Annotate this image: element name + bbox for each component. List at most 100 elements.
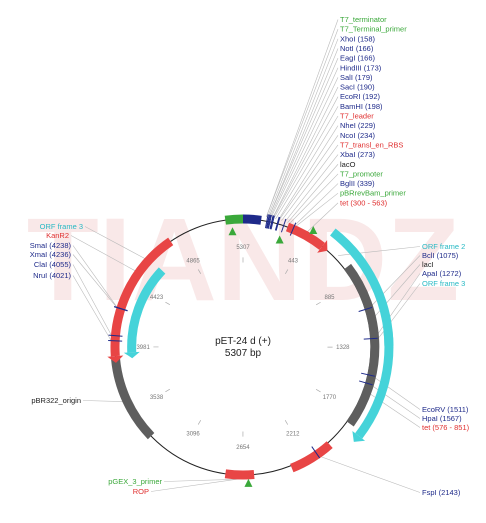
site-mark — [267, 214, 272, 229]
leader-line — [273, 106, 339, 219]
bp-ticks: 5307 443 885 1328 1770 2212 2654 3096 3538 3981 44… — [136, 245, 350, 451]
leader-line — [266, 19, 339, 218]
leader-line — [269, 67, 339, 218]
tick-label: 2654 — [236, 445, 250, 451]
site-mark — [358, 306, 373, 312]
map-label: lacO — [340, 160, 356, 169]
map-label: BclI (1075) — [422, 251, 459, 260]
map-label: NcoI (234) — [340, 131, 376, 140]
feature-arc-tet-lower — [290, 441, 333, 473]
tick-label: 2212 — [286, 432, 300, 438]
leader-line — [268, 48, 339, 218]
site-mark — [269, 215, 274, 230]
site-mark — [266, 214, 270, 229]
leader-line — [295, 192, 339, 227]
tick-label: 4865 — [186, 259, 200, 265]
tick-label: 5307 — [236, 245, 250, 251]
feature-arc-t7-cluster — [224, 214, 244, 225]
map-label: ROP — [133, 487, 149, 496]
map-label: NotI (166) — [340, 44, 374, 53]
site-mark — [280, 218, 287, 233]
map-label: FspI (2143) — [422, 488, 461, 497]
map-label: SmaI (4238) — [30, 241, 72, 250]
site-mark — [108, 334, 123, 337]
primer-marker — [275, 235, 284, 244]
tick-label: 3538 — [150, 395, 164, 401]
tick-mark — [285, 269, 289, 275]
tick-mark — [165, 388, 171, 393]
map-label: pBR322_origin — [31, 396, 81, 405]
feature-arc-tet-top — [285, 222, 325, 250]
tick-mark — [197, 269, 202, 275]
tick-mark — [315, 389, 321, 393]
primer-marker — [309, 225, 318, 234]
map-label: T7_transl_en_RBS — [340, 140, 403, 149]
feature-arc-pbr322-origin — [111, 358, 155, 440]
leader-line — [374, 283, 421, 344]
leader-line — [272, 96, 339, 219]
map-label: ORF frame 3 — [40, 222, 83, 231]
map-label: HpaI (1567) — [422, 414, 462, 423]
feature-arrowhead-orf-frame-3-left — [123, 351, 140, 359]
tick-label: 3096 — [186, 431, 200, 437]
map-label: tet (576 - 851) — [422, 423, 470, 432]
primer-marker — [244, 478, 253, 487]
leader-line — [84, 226, 146, 259]
map-label: T7_terminator — [340, 15, 387, 24]
tick-label: 1770 — [323, 395, 337, 401]
site-mark — [361, 372, 375, 377]
map-label: tet (300 - 563) — [340, 198, 388, 207]
site-mark — [265, 214, 269, 229]
map-label: XhoI (158) — [340, 34, 376, 43]
map-label: ClaI (4055) — [34, 260, 72, 269]
leader-line — [275, 115, 339, 220]
leader-line — [268, 57, 339, 218]
tick-mark — [197, 419, 202, 425]
leader-line — [278, 135, 339, 221]
leader-line — [289, 173, 339, 224]
map-label: HindIII (173) — [340, 63, 382, 72]
leader-line — [294, 183, 339, 226]
leader-line — [281, 144, 339, 221]
plasmid-name: pET-24 d (+) — [215, 336, 271, 347]
leader-line — [287, 164, 339, 223]
map-label: NruI (4021) — [33, 271, 71, 280]
site-mark — [275, 217, 281, 231]
map-label: ORF frame 3 — [422, 279, 465, 288]
tick-mark — [316, 301, 321, 306]
map-label: pBRrevBam_primer — [340, 189, 406, 198]
feature-arcs — [107, 214, 394, 480]
leader-line — [72, 245, 118, 308]
leader-line — [272, 86, 339, 219]
leader-line — [374, 273, 421, 339]
map-label: BglII (339) — [340, 179, 375, 188]
leader-line — [266, 29, 339, 218]
site-mark — [113, 306, 128, 312]
feature-arc-laci — [343, 263, 380, 427]
map-label: ORF frame 2 — [422, 242, 465, 251]
primer-marker — [228, 227, 237, 236]
tick-label: 3981 — [136, 345, 150, 351]
leader-line — [284, 154, 339, 223]
tick-label: 4423 — [150, 295, 164, 301]
map-label: lacI — [422, 260, 434, 269]
map-label: XmaI (4236) — [30, 250, 72, 259]
map-label: T7_leader — [340, 112, 374, 121]
leader-line — [278, 125, 339, 220]
tick-mark — [284, 420, 289, 425]
map-label: T7_promoter — [340, 169, 383, 178]
map-label: EagI (166) — [340, 54, 376, 63]
map-label: EcoRI (192) — [340, 92, 381, 101]
feature-arrowhead-tet-top — [317, 240, 328, 253]
map-label: pGEX_3_primer — [108, 477, 162, 486]
site-mark — [274, 216, 280, 231]
tick-label: 885 — [324, 295, 335, 301]
leader-line — [72, 264, 112, 336]
tick-label: 443 — [288, 259, 299, 265]
label-leader-lines — [70, 19, 421, 493]
leader-line — [270, 77, 339, 219]
feature-arrowhead-kanr2 — [107, 355, 124, 363]
site-mark — [311, 446, 321, 459]
